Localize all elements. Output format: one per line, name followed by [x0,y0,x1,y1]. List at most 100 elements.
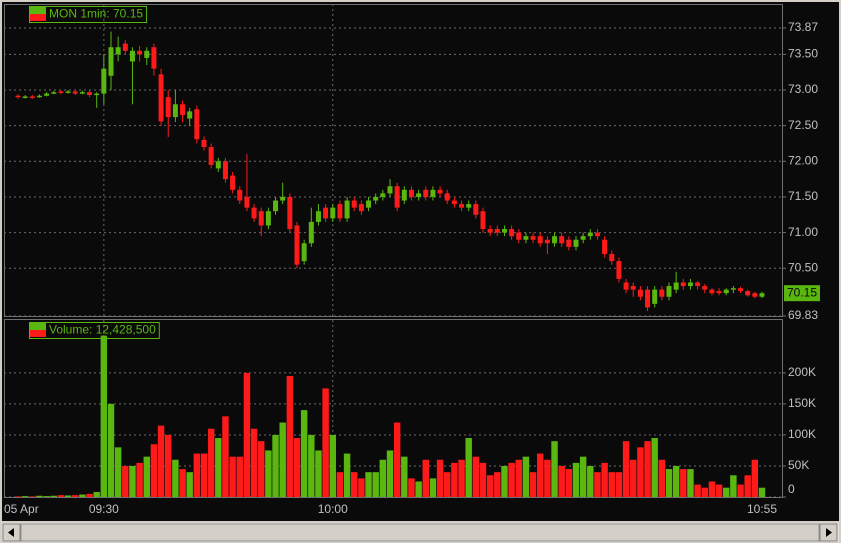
volume-bar [122,465,129,497]
candle-body [330,207,336,219]
candle-body [101,68,107,94]
y-tick-label: 100K [788,427,816,441]
candle-body [144,50,150,58]
volume-bar [615,472,623,497]
y-tick-label: 72.50 [788,118,818,132]
volume-plot [4,320,782,497]
candle-body [44,93,50,96]
volume-bar [258,441,265,497]
candle-body [659,289,665,297]
volume-bar [215,438,222,497]
candle-body [480,211,486,230]
candle-body [544,239,550,244]
legend-swatch-up [30,323,46,330]
volume-bar [293,438,301,497]
volume-bar [379,459,387,497]
price-plot [4,4,782,316]
volume-bar [193,453,201,497]
candle-body [29,96,35,98]
volume-bar [415,481,422,497]
candle-body [738,288,744,292]
candle-body [137,50,143,55]
candle-body [637,289,643,297]
candle-body [752,293,758,297]
volume-bar [79,494,86,497]
candle-body [380,193,386,197]
panel-title-box [29,6,148,23]
volume-bar [537,453,544,497]
volume-bar [723,487,730,497]
volume-bar [308,434,315,497]
volume-bar [758,487,766,497]
scroll-thumb[interactable] [20,523,820,542]
volume-bar [644,441,651,497]
candle-body [36,95,42,98]
volume-bar [494,472,501,497]
volume-bar [265,450,272,497]
candle-body [444,193,450,201]
candle-body [337,204,343,219]
candle-body [709,289,715,294]
candle-body [187,111,193,119]
volume-bar [458,459,465,497]
candle-body [301,243,307,262]
y-tick-label: 0 [788,482,795,496]
candle-body [745,291,751,296]
candle-body [509,229,515,237]
volume-bar [651,438,658,497]
candle-body [587,232,593,237]
candle-body [129,50,135,62]
volume-bar [386,450,394,497]
volume-bar [422,459,429,497]
candle-body [580,236,586,240]
volume-bar [93,492,100,497]
volume-panel [4,319,783,498]
candle-body [516,232,522,240]
volume-bar [444,472,451,497]
volume-bar [658,459,666,497]
volume-bar [329,434,336,497]
candle-body [623,282,629,290]
axes: 69.83 70.50 71.00 71.50 72.00 72.50 73.00 73.50… [4,6,820,516]
volume-bar [57,495,65,497]
candle-body [201,139,207,148]
volume-bar [165,434,172,497]
volume-bar [608,472,615,497]
candle-body [487,229,493,233]
volume-bar [14,496,22,497]
volume-bar [472,456,480,497]
volume-bar [587,465,594,497]
candle-body [523,236,529,240]
volume-bar [279,422,286,497]
volume-bar [408,478,415,497]
y-tick-label: 72.00 [788,153,818,167]
volume-bar [229,456,236,497]
candle-body [730,288,736,290]
candle-body [459,204,465,208]
candle-body [401,189,407,201]
volume-bar [36,495,43,497]
candle-body [759,293,765,297]
y-tick-label: 150K [788,396,816,410]
arrow-left [8,528,14,537]
volume-bar [672,465,680,497]
candle-body [323,207,329,219]
volume-bar [243,372,251,497]
candle-body [666,286,672,297]
candle-body [366,200,372,208]
candle-body [451,200,457,205]
panel-title-box [29,322,160,339]
candle-body [573,239,579,247]
volume-bar [186,472,193,497]
legend-swatch-up [30,7,46,14]
volume-bar [744,475,751,497]
volume-bar [107,403,115,497]
volume-bar [157,425,165,497]
volume-bar [336,472,344,497]
volume-bar [637,447,644,497]
candle-body [237,189,243,201]
y-tick-label: 50K [788,458,809,472]
candle-body [280,196,286,201]
volume-bar [250,428,258,497]
